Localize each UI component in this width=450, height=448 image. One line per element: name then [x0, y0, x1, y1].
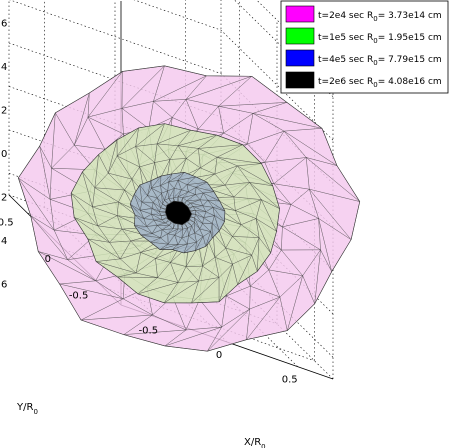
grid-line	[9, 0, 222, 74]
x-tick-labels: -0.5 0 0.5	[139, 325, 298, 385]
mesh-group	[17, 65, 361, 352]
xlabel: X/R0	[244, 437, 266, 448]
legend: t=2e4 sec R0= 3.73e14 cm t=1e5 sec R0= 1.…	[280, 0, 449, 94]
z-tick-labels: 6 4 2 0 2 4 6	[1, 19, 7, 291]
mesh-fill	[165, 200, 192, 226]
z-tick-label: 4	[1, 62, 7, 73]
legend-swatch	[285, 5, 315, 23]
legend-swatch	[285, 71, 315, 89]
x-tick-label: -0.5	[139, 325, 159, 336]
legend-label: t=2e4 sec R0= 3.73e14 cm	[318, 11, 442, 23]
legend-swatch	[285, 49, 315, 67]
z-tick-label: 6	[1, 279, 7, 290]
legend-label: t=1e5 sec R0= 1.95e15 cm	[318, 33, 442, 45]
mesh-surface-3	[165, 200, 192, 226]
x-tick-label: 0.5	[282, 375, 298, 386]
z-tick-label: 0	[1, 149, 7, 160]
z-tick-label: 2	[1, 106, 7, 117]
legend-label: t=2e6 sec R0= 4.08e16 cm	[318, 77, 442, 89]
x-tick-label: 0	[216, 350, 222, 361]
z-tick-label: 2	[1, 192, 7, 203]
z-tick-label: 4	[1, 236, 7, 247]
y-tick-label: -0.5	[69, 291, 89, 302]
legend-swatch	[285, 27, 315, 45]
y-tick-labels: -0.5 0 0.5	[0, 217, 88, 301]
y-tick-label: 0	[45, 254, 51, 265]
z-tick-label: 6	[1, 19, 7, 30]
legend-label: t=4e5 sec R0= 7.79e15 cm	[318, 55, 442, 67]
ylabel: Y/R0	[16, 402, 38, 416]
y-tick-label: 0.5	[0, 217, 14, 228]
